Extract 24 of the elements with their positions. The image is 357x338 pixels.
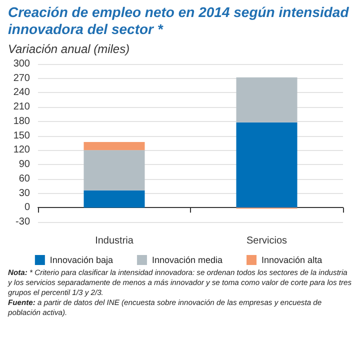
bar bbox=[84, 190, 145, 208]
y-tick-label: 240 bbox=[13, 87, 30, 98]
legend-label: Innovación alta bbox=[262, 255, 322, 265]
legend-label: Innovación media bbox=[152, 255, 223, 265]
y-tick-label: 60 bbox=[18, 173, 30, 184]
y-tick-label: -30 bbox=[16, 216, 30, 228]
y-tick-label: 300 bbox=[13, 58, 30, 70]
x-tick-label: Servicios bbox=[246, 236, 288, 246]
y-tick-label: 0 bbox=[24, 202, 30, 214]
y-tick-label: 180 bbox=[13, 116, 30, 127]
bar bbox=[84, 142, 145, 150]
y-tick-label: 270 bbox=[13, 72, 30, 84]
chart-subtitle: Variación anual (miles) bbox=[8, 42, 130, 56]
y-tick-label: 90 bbox=[18, 159, 30, 170]
bar bbox=[236, 122, 298, 208]
legend-label: Innovación baja bbox=[50, 255, 113, 265]
bar bbox=[84, 150, 145, 190]
y-tick-label: 120 bbox=[13, 144, 30, 156]
y-tick-label: 210 bbox=[13, 102, 30, 113]
x-tick-label: Industria bbox=[95, 236, 134, 246]
bar bbox=[236, 77, 298, 122]
y-tick-label: 150 bbox=[13, 130, 30, 142]
y-tick-label: 30 bbox=[18, 188, 30, 199]
chart-title: Creación de empleo neto en 2014 según intensidad innovadora del sector * bbox=[8, 4, 350, 38]
